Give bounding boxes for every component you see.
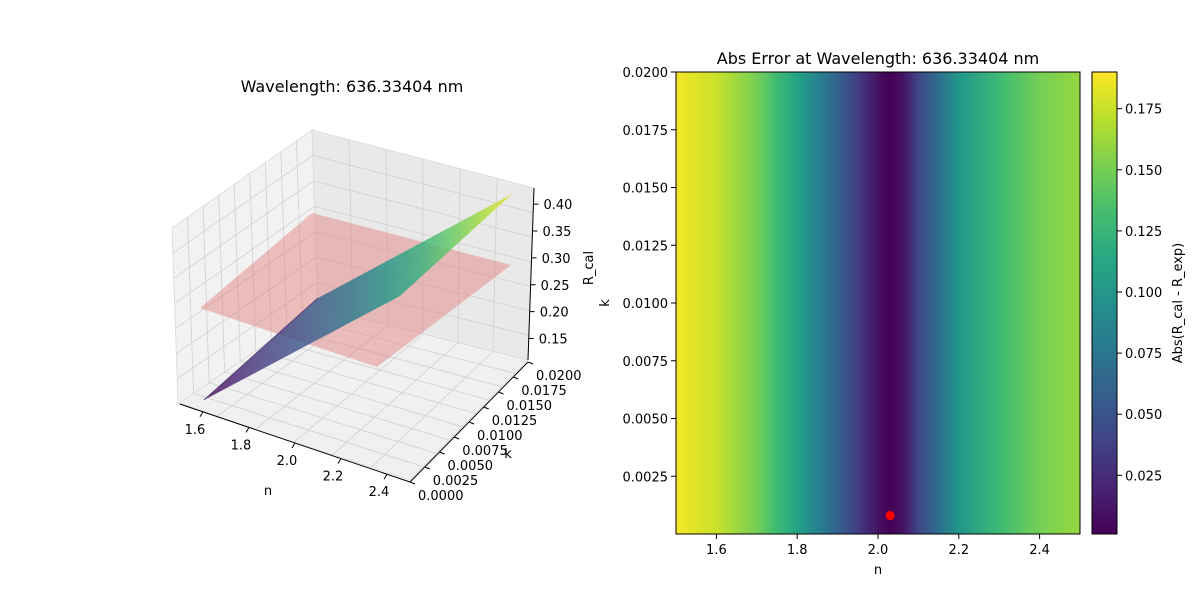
heatmap-y-tick-label: 0.0125 [623,239,669,254]
heatmap-x-tick-label: 2.0 [868,543,889,558]
colorbar-tick-label: 0.125 [1125,225,1162,240]
z-ticks-3d: 0.15 0.20 0.25 0.30 0.35 0.40 [528,198,572,348]
surface-edge [203,297,319,401]
colorbar-tick-label: 0.150 [1125,164,1162,179]
y-tick-label-3d: 0.0200 [536,369,582,384]
surface-plot-title: Wavelength: 636.33404 nm [241,77,464,96]
x-tick-label-3d: 1.6 [185,423,206,438]
y-tick-label-3d: 0.0100 [477,429,523,444]
heatmap-image [676,72,1080,534]
heatmap-x-tick-label: 2.2 [948,543,969,558]
heatmap-y-label: k [598,299,613,307]
z-tick-label-3d: 0.20 [540,306,569,321]
y-tick-label-3d: 0.0125 [492,414,538,429]
y-tick-label-3d: 0.0000 [418,489,464,504]
colorbar-tick-label: 0.025 [1125,469,1162,484]
y-tick-label-3d: 0.0075 [462,444,508,459]
z-tick-label-3d: 0.15 [539,333,568,348]
y-tick-label-3d: 0.0175 [521,384,567,399]
y-axis-label-3d: k [504,447,512,462]
heatmap-x-label: n [874,563,882,578]
minimum-marker [885,511,895,521]
x-tick-label-3d: 2.4 [369,485,390,500]
colorbar [1091,71,1118,535]
heatmap-x-tick-label: 1.6 [706,543,727,558]
z-tick-label-3d: 0.25 [541,279,570,294]
z-axis-line [527,187,535,361]
y-ticks-3d: 0.00000.00250.00500.00750.01000.01250.01… [409,361,582,504]
colorbar-tick-label: 0.075 [1125,347,1162,362]
surface-plot-3d: Wavelength: 636.33404 nm 1.6 1.8 2.0 2.2 2.4… [171,77,597,504]
r-cal-surface [204,194,512,400]
z-tick-label-3d: 0.35 [543,225,572,240]
colorbar-label: Abs(R_cal - R_exp) [1171,243,1186,364]
heatmap-y-tick-label: 0.0050 [623,413,669,428]
heatmap-y-tick-label: 0.0200 [623,66,669,81]
y-tick-label-3d: 0.0025 [433,474,479,489]
heatmap-x-ticks: 1.6 1.8 2.0 2.2 2.4 [706,534,1050,558]
heatmap-y-tick-label: 0.0150 [623,182,669,197]
heatmap-y-tick-label: 0.0175 [623,124,669,139]
heatmap-x-tick-label: 2.4 [1029,543,1050,558]
z-axis-label-3d: R_cal [582,251,597,285]
colorbar-ticks: 0.025 0.050 0.075 0.100 0.125 0.150 0.175 [1117,103,1162,484]
colorbar-tick-label: 0.175 [1125,103,1162,118]
y-tick-label-3d: 0.0050 [448,459,494,474]
heatmap-y-ticks: 0.0025 0.0050 0.0075 0.0100 0.0125 0.0150 0.01… [623,66,676,485]
x-ticks-3d: 1.6 1.8 2.0 2.2 2.4 [185,411,390,500]
z-tick-label-3d: 0.30 [542,252,571,267]
colorbar-tick-label: 0.100 [1125,286,1162,301]
colorbar-tick-label: 0.050 [1125,408,1162,423]
heatmap-x-tick-label: 1.8 [787,543,808,558]
heatmap-y-tick-label: 0.0075 [623,355,669,370]
x-axis-label-3d: n [264,484,272,499]
heatmap-y-tick-label: 0.0100 [623,297,669,312]
x-tick-label-3d: 2.2 [323,470,344,485]
heatmap-y-tick-label: 0.0025 [623,470,669,485]
heatmap-title: Abs Error at Wavelength: 636.33404 nm [717,49,1040,68]
error-heatmap: Abs Error at Wavelength: 636.33404 nm 1.… [598,49,1186,578]
z-tick-label-3d: 0.40 [543,198,572,213]
x-tick-label-3d: 2.0 [277,454,298,469]
y-tick-label-3d: 0.0150 [507,399,553,414]
x-tick-label-3d: 1.8 [231,438,252,453]
